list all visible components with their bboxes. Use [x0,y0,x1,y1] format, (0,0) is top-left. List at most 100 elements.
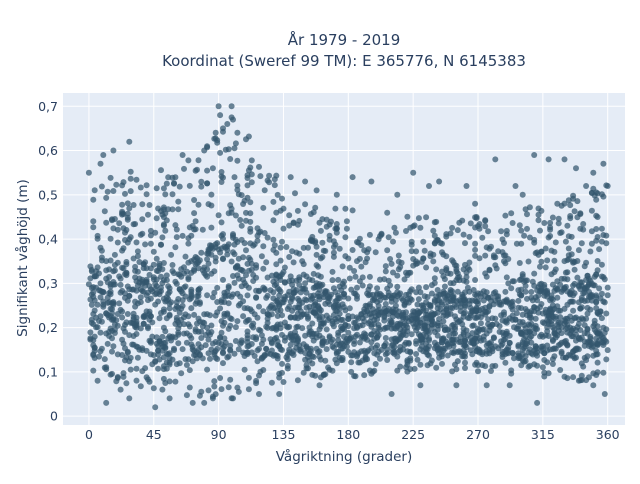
data-point [243,247,249,254]
data-point [598,290,605,297]
data-point [366,318,373,325]
data-point [114,239,121,246]
data-point [104,340,111,347]
data-point [122,229,128,236]
data-point [561,284,568,291]
data-point [162,227,169,234]
data-point [570,374,577,381]
data-point [351,341,358,347]
data-point [87,329,94,336]
data-point [472,240,479,247]
data-point [166,350,173,357]
data-point [237,300,244,307]
data-point [408,331,415,338]
data-point [196,299,203,306]
data-point [542,264,549,271]
data-point [453,382,460,389]
x-tick-label: 135 [272,427,296,442]
data-point [529,297,536,304]
data-point [230,395,236,402]
data-point [456,297,463,304]
data-point [217,335,224,342]
data-point [179,346,186,353]
data-point [462,309,468,316]
data-point [551,269,558,276]
data-point [469,351,476,358]
data-point [495,345,502,352]
data-point [126,205,133,212]
data-point [225,210,232,217]
data-point [263,346,270,352]
data-point [146,202,153,208]
data-point [132,322,139,329]
data-point [182,293,189,300]
data-point [428,321,435,328]
data-point [201,320,208,326]
data-point [388,391,395,397]
data-point [349,174,356,181]
data-point [192,167,199,174]
data-point [145,297,151,304]
data-point [260,243,267,250]
data-point [225,300,232,307]
data-point [403,228,409,234]
data-point [524,211,530,218]
data-point [133,176,140,183]
data-point [152,404,159,411]
data-point [391,224,398,231]
data-point [137,294,144,301]
data-point [509,278,516,285]
data-point [316,309,323,316]
data-point [580,363,587,370]
data-point [212,254,219,261]
data-point [577,225,584,232]
data-point [361,308,368,315]
data-point [91,297,98,304]
data-point [218,219,225,226]
data-point [293,324,300,331]
data-point [101,356,108,363]
data-point [588,189,595,196]
data-point [109,300,115,307]
data-point [443,265,450,272]
data-point [232,236,239,243]
data-point [253,264,260,271]
data-point [571,259,578,265]
data-point [90,224,97,231]
data-point [253,380,260,387]
data-point [166,361,173,368]
data-point [234,290,241,297]
data-point [472,200,479,207]
data-point [273,172,280,179]
data-point [244,260,251,267]
data-point [110,316,117,323]
data-point [201,399,208,406]
data-point [88,319,95,326]
data-point [231,350,238,357]
data-point [335,295,342,301]
data-point [316,281,323,288]
data-point [593,335,600,342]
data-point [571,355,578,362]
data-point [205,260,212,267]
data-point [127,234,134,241]
data-point [231,174,238,181]
data-point [307,296,314,303]
data-point [212,129,219,136]
data-point [466,233,473,240]
data-point [90,352,97,359]
data-point [178,305,185,312]
x-tick-label: 45 [146,427,162,442]
data-point [381,276,388,283]
data-point [384,209,391,216]
data-point [218,386,225,393]
data-point [165,283,172,290]
data-point [316,296,323,303]
data-point [354,331,360,338]
data-point [253,294,260,301]
data-point [123,270,130,277]
data-point [427,304,434,310]
data-point [394,191,401,198]
data-point [248,349,255,356]
